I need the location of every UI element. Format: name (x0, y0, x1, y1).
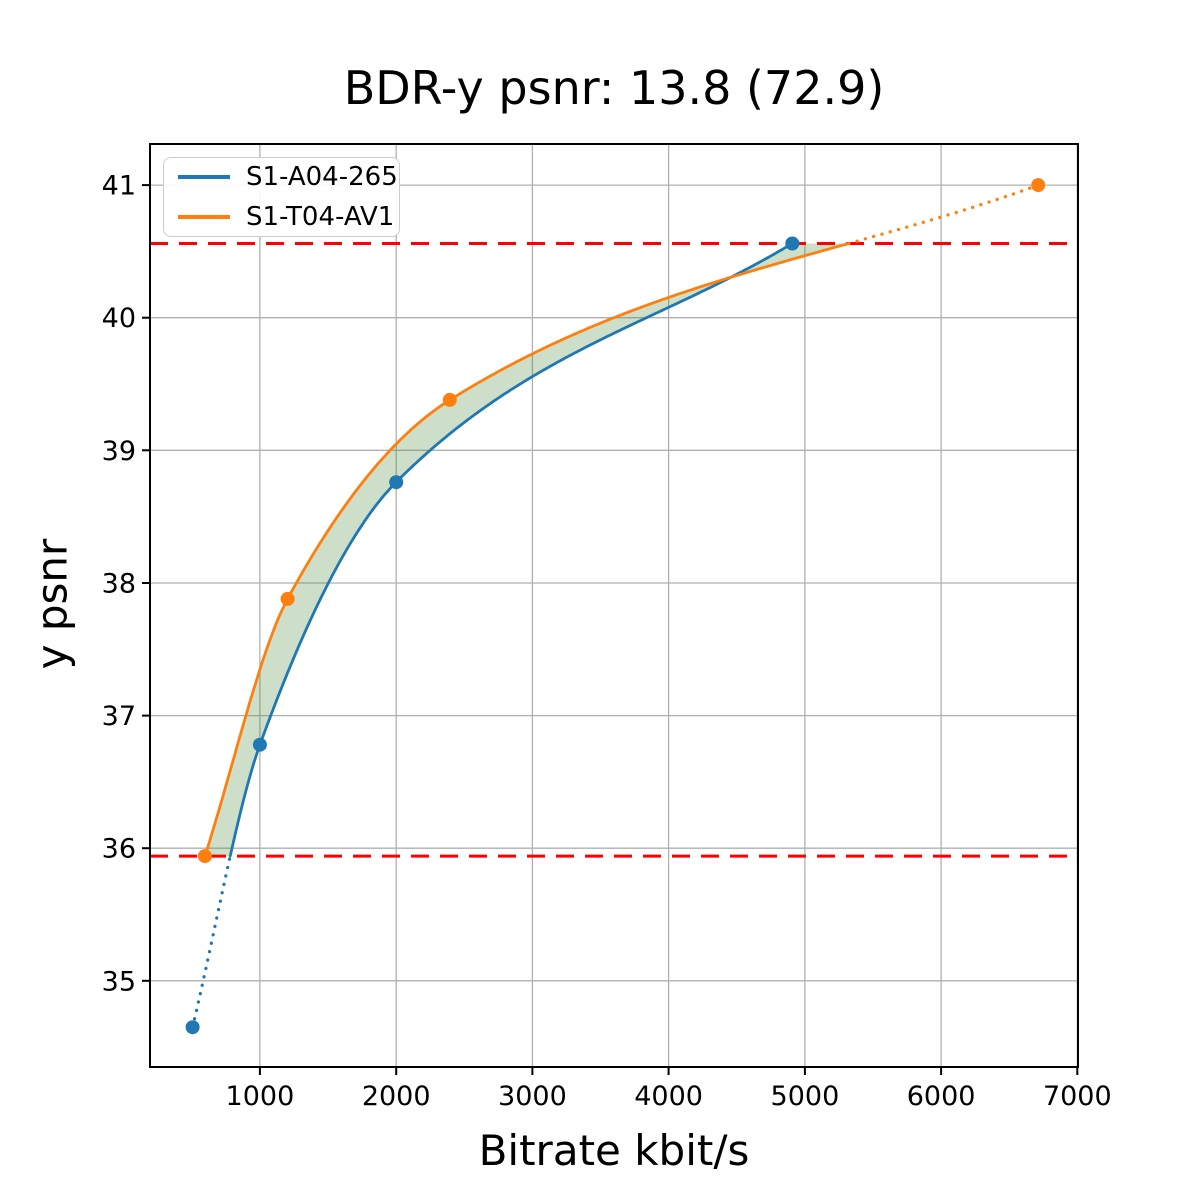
data-point-marker (280, 591, 295, 606)
legend-label: S1-A04-265 (246, 162, 398, 192)
y-tick-label: 40 (102, 303, 136, 334)
series-curve-dotted (190, 854, 232, 1029)
grid (150, 144, 1078, 1067)
chart-title: BDR-y psnr: 13.8 (72.9) (343, 61, 885, 115)
x-tick-label: 4000 (634, 1081, 703, 1112)
y-tick-label: 41 (102, 171, 136, 202)
x-tick-label: 6000 (907, 1081, 976, 1112)
data-point-marker (252, 737, 267, 752)
series-curve-dotted (847, 183, 1040, 246)
legend-item: S1-A04-265 (164, 162, 399, 192)
x-tick-label: 7000 (1043, 1081, 1112, 1112)
legend-item: S1-T04-AV1 (164, 202, 399, 232)
data-point-marker (785, 236, 800, 251)
data-point-marker (389, 475, 404, 490)
series-curve-solid (203, 242, 851, 858)
data-point-marker (197, 849, 212, 864)
x-tick-label: 5000 (771, 1081, 840, 1112)
y-tick-label: 35 (102, 966, 136, 997)
plot-frame (149, 143, 1079, 1068)
y-tick-label: 38 (102, 569, 136, 600)
series-line-swatch (178, 175, 230, 179)
data-point-marker (185, 1020, 200, 1035)
x-tick-label: 3000 (498, 1081, 567, 1112)
data-point-marker (1031, 178, 1046, 193)
series-line-swatch (178, 215, 230, 219)
series-curve-solid (228, 242, 794, 858)
axis-ticks: 1000 2000 3000 4000 5000 6000 7000 35 36 37 38 39 40… (102, 171, 1112, 1112)
y-tick-label: 36 (102, 834, 136, 865)
data-point-marker (442, 392, 457, 407)
y-tick-label: 37 (102, 701, 136, 732)
x-axis-label: Bitrate kbit/s (478, 1126, 750, 1175)
y-tick-label: 39 (102, 436, 136, 467)
legend-label: S1-T04-AV1 (246, 202, 395, 232)
bd-overlap-fill (204, 243, 849, 857)
legend: S1-A04-265 S1-T04-AV1 (163, 157, 400, 237)
x-tick-label: 2000 (362, 1081, 431, 1112)
x-tick-label: 1000 (226, 1081, 295, 1112)
